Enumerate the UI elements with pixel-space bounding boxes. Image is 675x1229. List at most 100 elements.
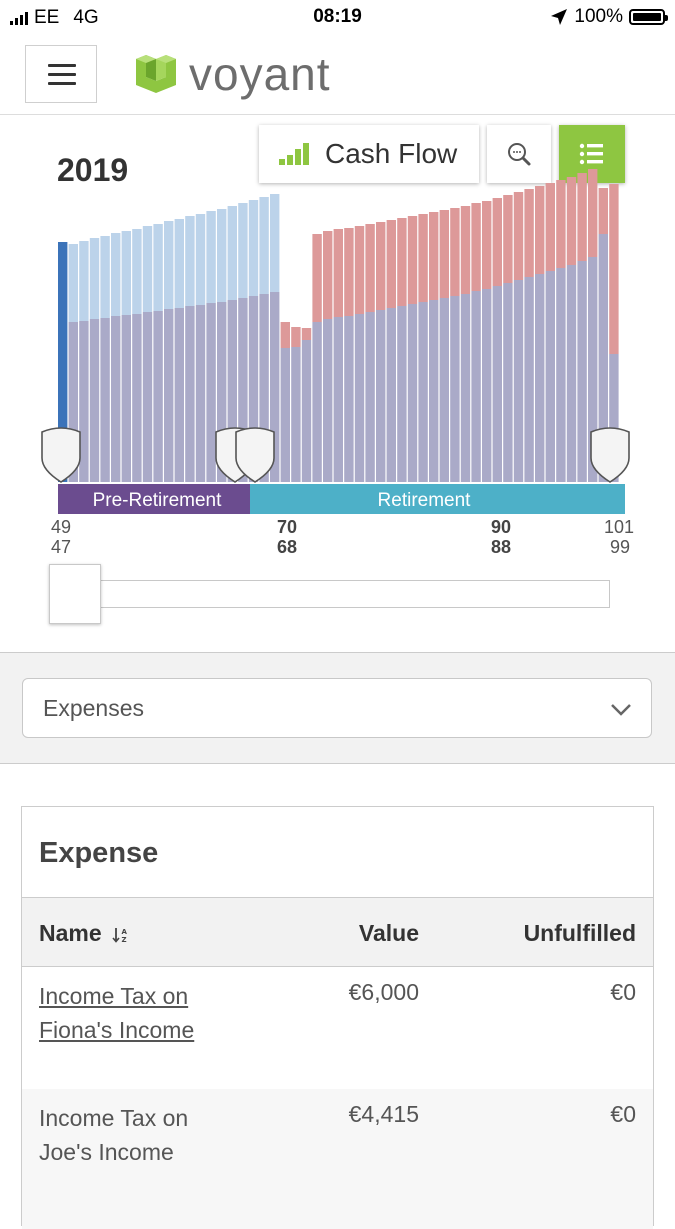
chart-bar[interactable] — [439, 298, 449, 482]
chart-bar-segment[interactable] — [68, 244, 78, 322]
chart-bar[interactable] — [185, 306, 195, 482]
chart-bar[interactable] — [492, 286, 502, 482]
chart-bar-segment[interactable] — [323, 231, 333, 319]
column-header-name[interactable]: Name A Z — [39, 920, 130, 947]
chart-bar-segment[interactable] — [185, 216, 195, 306]
chart-bar[interactable] — [598, 234, 608, 482]
chart-bar-segment[interactable] — [121, 231, 131, 315]
chart-bar[interactable] — [217, 302, 227, 482]
chart-bar[interactable] — [280, 348, 290, 482]
chart-bar-segment[interactable] — [100, 236, 110, 318]
chart-bar[interactable] — [556, 268, 566, 482]
chart-bar[interactable] — [227, 300, 237, 482]
column-header-value[interactable]: Value — [358, 920, 419, 946]
chart-bar-segment[interactable] — [217, 209, 227, 302]
chart-bar-segment[interactable] — [111, 233, 121, 316]
chart-bar[interactable] — [397, 306, 407, 482]
timeline-slider-thumb[interactable] — [49, 564, 101, 624]
chart-bar-segment[interactable] — [439, 210, 449, 298]
chart-bar-segment[interactable] — [386, 220, 396, 308]
chart-bar[interactable] — [407, 304, 418, 482]
chart-bar-segment[interactable] — [513, 192, 524, 280]
chart-bar-segment[interactable] — [492, 198, 502, 286]
chart-bar[interactable] — [354, 314, 365, 482]
chart-bar[interactable] — [344, 316, 354, 482]
chart-bar-segment[interactable] — [132, 229, 142, 314]
chart-bar-segment[interactable] — [376, 222, 386, 310]
chart-bar[interactable] — [577, 261, 587, 482]
chart-bar-segment[interactable] — [471, 203, 481, 291]
chart-bar[interactable] — [58, 242, 68, 482]
chart-bar[interactable] — [121, 315, 131, 482]
chart-bar[interactable] — [386, 308, 396, 482]
chart-bar-segment[interactable] — [301, 328, 312, 340]
chart-bar-segment[interactable] — [365, 224, 375, 312]
chart-bar[interactable] — [503, 283, 513, 482]
cash-flow-button[interactable]: Cash Flow — [259, 125, 479, 183]
chart-bar[interactable] — [333, 317, 343, 482]
chart-bar-segment[interactable] — [206, 211, 216, 303]
chart-bar-segment[interactable] — [248, 200, 259, 296]
chart-bar[interactable] — [132, 314, 142, 482]
chart-bar[interactable] — [270, 292, 280, 482]
chart-bar-segment[interactable] — [418, 214, 428, 302]
chart-bar[interactable] — [259, 294, 269, 482]
chart-bar[interactable] — [238, 298, 248, 482]
chart-bar-segment[interactable] — [79, 241, 89, 321]
chart-bar[interactable] — [323, 319, 333, 482]
chart-bar-segment[interactable] — [259, 197, 269, 294]
chart-bar[interactable] — [460, 294, 471, 482]
chart-bar[interactable] — [174, 308, 184, 482]
chart-bar-segment[interactable] — [535, 186, 545, 274]
chart-bar[interactable] — [429, 300, 439, 482]
chart-bar-segment[interactable] — [503, 195, 513, 283]
chart-bar-segment[interactable] — [227, 206, 237, 300]
chart-bar-segment[interactable] — [460, 206, 471, 294]
column-header-unfulfilled[interactable]: Unfulfilled — [523, 920, 636, 946]
chart-bar[interactable] — [89, 319, 100, 482]
chart-bar-segment[interactable] — [312, 234, 322, 322]
chart-bar-segment[interactable] — [450, 208, 460, 296]
chart-bar-segment[interactable] — [270, 194, 280, 292]
chart-bar-segment[interactable] — [174, 219, 184, 308]
chart-bar-segment[interactable] — [142, 226, 153, 312]
chart-bar-segment[interactable] — [195, 214, 206, 305]
chart-bar[interactable] — [248, 296, 259, 482]
chart-bar[interactable] — [418, 302, 428, 482]
chart-bar[interactable] — [535, 274, 545, 482]
chart-bar[interactable] — [588, 257, 598, 482]
chart-bar[interactable] — [376, 310, 386, 482]
chart-bar-segment[interactable] — [280, 322, 290, 348]
life-event-marker[interactable] — [590, 427, 630, 483]
chart-bar[interactable] — [142, 312, 153, 482]
chart-bar[interactable] — [545, 271, 555, 482]
chart-bar-segment[interactable] — [482, 201, 492, 289]
chart-bar-segment[interactable] — [407, 216, 418, 304]
chart-bar-segment[interactable] — [598, 188, 608, 234]
menu-button[interactable] — [25, 45, 97, 103]
chart-bar[interactable] — [609, 354, 619, 482]
chart-bar-segment[interactable] — [164, 221, 174, 309]
expense-name-link[interactable]: Income Tax on Fiona's Income — [39, 983, 195, 1043]
chart-bar-segment[interactable] — [397, 218, 407, 306]
chart-bar-segment[interactable] — [291, 327, 301, 347]
chart-bar-segment[interactable] — [588, 169, 598, 257]
life-event-marker[interactable] — [41, 427, 81, 483]
life-event-marker[interactable] — [235, 427, 275, 483]
chart-bar-segment[interactable] — [238, 203, 248, 298]
chart-bar[interactable] — [291, 347, 301, 482]
chart-bar-segment[interactable] — [333, 229, 343, 317]
chart-bar[interactable] — [100, 318, 110, 482]
chart-bar-segment[interactable] — [545, 183, 555, 271]
chart-bar[interactable] — [450, 296, 460, 482]
chart-bar[interactable] — [164, 309, 174, 482]
chart-bar[interactable] — [471, 291, 481, 482]
chart-bar[interactable] — [206, 303, 216, 482]
chart-bar-segment[interactable] — [566, 177, 577, 265]
chart-bar[interactable] — [111, 316, 121, 482]
chart-bar[interactable] — [79, 321, 89, 482]
chart-bar[interactable] — [195, 305, 206, 482]
chart-bar[interactable] — [365, 312, 375, 482]
chart-bar-segment[interactable] — [577, 173, 587, 261]
chart-bar[interactable] — [312, 322, 322, 482]
